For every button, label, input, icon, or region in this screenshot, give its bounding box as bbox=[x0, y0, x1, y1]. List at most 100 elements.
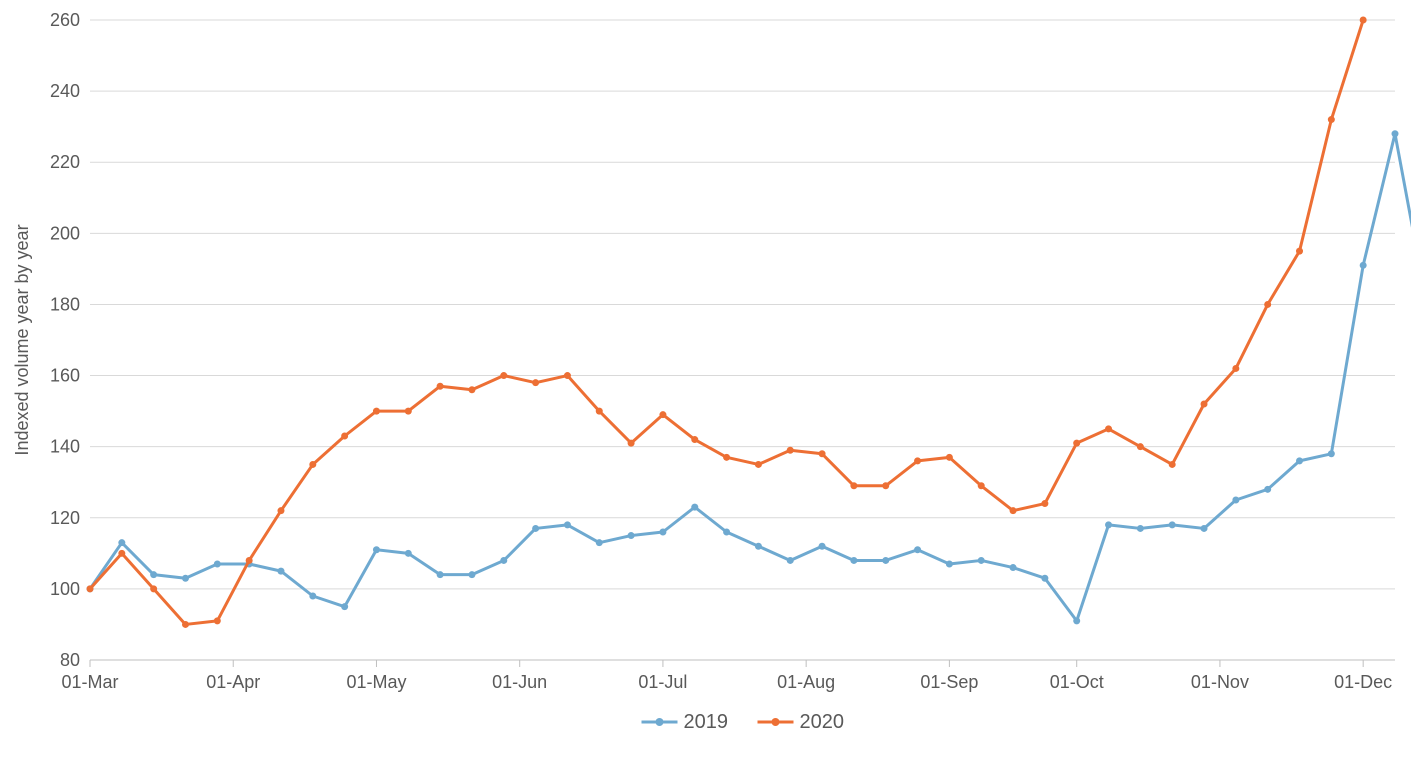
series-marker-2019 bbox=[437, 571, 444, 578]
series-marker-2019 bbox=[628, 532, 635, 539]
series-marker-2019 bbox=[946, 561, 953, 568]
x-tick-label: 01-Dec bbox=[1334, 672, 1392, 692]
y-tick-label: 240 bbox=[50, 81, 80, 101]
series-marker-2019 bbox=[755, 543, 762, 550]
y-tick-label: 120 bbox=[50, 508, 80, 528]
series-marker-2019 bbox=[118, 539, 125, 546]
x-tick-label: 01-Mar bbox=[61, 672, 118, 692]
series-marker-2020 bbox=[1041, 500, 1048, 507]
series-marker-2020 bbox=[214, 617, 221, 624]
y-tick-label: 100 bbox=[50, 579, 80, 599]
series-marker-2019 bbox=[1264, 486, 1271, 493]
series-marker-2020 bbox=[341, 433, 348, 440]
chart-svg: 80 100 120 140 160 180 200 220 240 260 Indexed vol… bbox=[0, 0, 1411, 759]
series-marker-2019 bbox=[1041, 575, 1048, 582]
y-tick-label: 200 bbox=[50, 223, 80, 243]
series-marker-2020 bbox=[246, 557, 253, 564]
series-marker-2019 bbox=[914, 546, 921, 553]
series-marker-2019 bbox=[787, 557, 794, 564]
x-tick-label: 01-Nov bbox=[1191, 672, 1249, 692]
series-marker-2019 bbox=[978, 557, 985, 564]
line-chart: 80 100 120 140 160 180 200 220 240 260 Indexed vol… bbox=[0, 0, 1411, 759]
series-marker-2019 bbox=[1169, 521, 1176, 528]
series-marker-2019 bbox=[309, 593, 316, 600]
series-marker-2020 bbox=[850, 482, 857, 489]
series-marker-2019 bbox=[500, 557, 507, 564]
series-marker-2019 bbox=[468, 571, 475, 578]
y-tick-label: 160 bbox=[50, 366, 80, 386]
series-marker-2020 bbox=[309, 461, 316, 468]
series-marker-2020 bbox=[596, 408, 603, 415]
series-marker-2019 bbox=[1296, 457, 1303, 464]
series-marker-2020 bbox=[1360, 17, 1367, 24]
series-marker-2020 bbox=[500, 372, 507, 379]
series-marker-2020 bbox=[405, 408, 412, 415]
series-marker-2020 bbox=[787, 447, 794, 454]
legend-label: 2019 bbox=[684, 711, 729, 733]
series-marker-2019 bbox=[373, 546, 380, 553]
series-marker-2020 bbox=[628, 440, 635, 447]
x-tick-label: 01-May bbox=[346, 672, 406, 692]
series-marker-2020 bbox=[277, 507, 284, 514]
y-tick-label: 80 bbox=[60, 650, 80, 670]
x-tick-label: 01-Aug bbox=[777, 672, 835, 692]
series-marker-2020 bbox=[1010, 507, 1017, 514]
series-marker-2020 bbox=[564, 372, 571, 379]
series-marker-2019 bbox=[564, 521, 571, 528]
series-marker-2020 bbox=[1073, 440, 1080, 447]
series-marker-2019 bbox=[723, 529, 730, 536]
series-marker-2020 bbox=[1201, 401, 1208, 408]
series-marker-2020 bbox=[978, 482, 985, 489]
series-marker-2019 bbox=[819, 543, 826, 550]
series-marker-2020 bbox=[532, 379, 539, 386]
series-marker-2020 bbox=[659, 411, 666, 418]
series-marker-2020 bbox=[1169, 461, 1176, 468]
series-marker-2019 bbox=[1232, 497, 1239, 504]
y-tick-label: 220 bbox=[50, 152, 80, 172]
x-tick-label: 01-Oct bbox=[1050, 672, 1104, 692]
series-marker-2020 bbox=[1232, 365, 1239, 372]
series-marker-2019 bbox=[1360, 262, 1367, 269]
series-marker-2019 bbox=[214, 561, 221, 568]
series-marker-2019 bbox=[1073, 617, 1080, 624]
series-marker-2020 bbox=[118, 550, 125, 557]
y-tick-label: 180 bbox=[50, 294, 80, 314]
series-marker-2019 bbox=[850, 557, 857, 564]
series-marker-2020 bbox=[182, 621, 189, 628]
y-axis-label: Indexed volume year by year bbox=[12, 224, 32, 455]
series-marker-2020 bbox=[1328, 116, 1335, 123]
series-marker-2020 bbox=[150, 585, 157, 592]
series-marker-2019 bbox=[150, 571, 157, 578]
series-marker-2020 bbox=[819, 450, 826, 457]
x-tick-label: 01-Apr bbox=[206, 672, 260, 692]
series-marker-2019 bbox=[1392, 130, 1399, 137]
series-marker-2020 bbox=[1296, 248, 1303, 255]
series-marker-2019 bbox=[341, 603, 348, 610]
y-tick-label: 260 bbox=[50, 10, 80, 30]
series-marker-2020 bbox=[1264, 301, 1271, 308]
series-marker-2019 bbox=[1105, 521, 1112, 528]
series-marker-2020 bbox=[946, 454, 953, 461]
x-tick-label: 01-Jun bbox=[492, 672, 547, 692]
series-marker-2019 bbox=[277, 568, 284, 575]
series-marker-2020 bbox=[87, 585, 94, 592]
series-marker-2019 bbox=[596, 539, 603, 546]
legend-label: 2020 bbox=[800, 711, 845, 733]
series-marker-2019 bbox=[1201, 525, 1208, 532]
series-marker-2019 bbox=[405, 550, 412, 557]
series-marker-2020 bbox=[882, 482, 889, 489]
x-tick-label: 01-Sep bbox=[920, 672, 978, 692]
series-marker-2020 bbox=[1105, 425, 1112, 432]
series-marker-2019 bbox=[882, 557, 889, 564]
y-tick-label: 140 bbox=[50, 437, 80, 457]
x-tick-label: 01-Jul bbox=[638, 672, 687, 692]
series-marker-2019 bbox=[532, 525, 539, 532]
series-marker-2020 bbox=[691, 436, 698, 443]
series-marker-2019 bbox=[691, 504, 698, 511]
series-marker-2019 bbox=[1010, 564, 1017, 571]
series-marker-2019 bbox=[1137, 525, 1144, 532]
series-marker-2020 bbox=[468, 386, 475, 393]
series-marker-2019 bbox=[182, 575, 189, 582]
series-marker-2020 bbox=[914, 457, 921, 464]
series-marker-2020 bbox=[437, 383, 444, 390]
